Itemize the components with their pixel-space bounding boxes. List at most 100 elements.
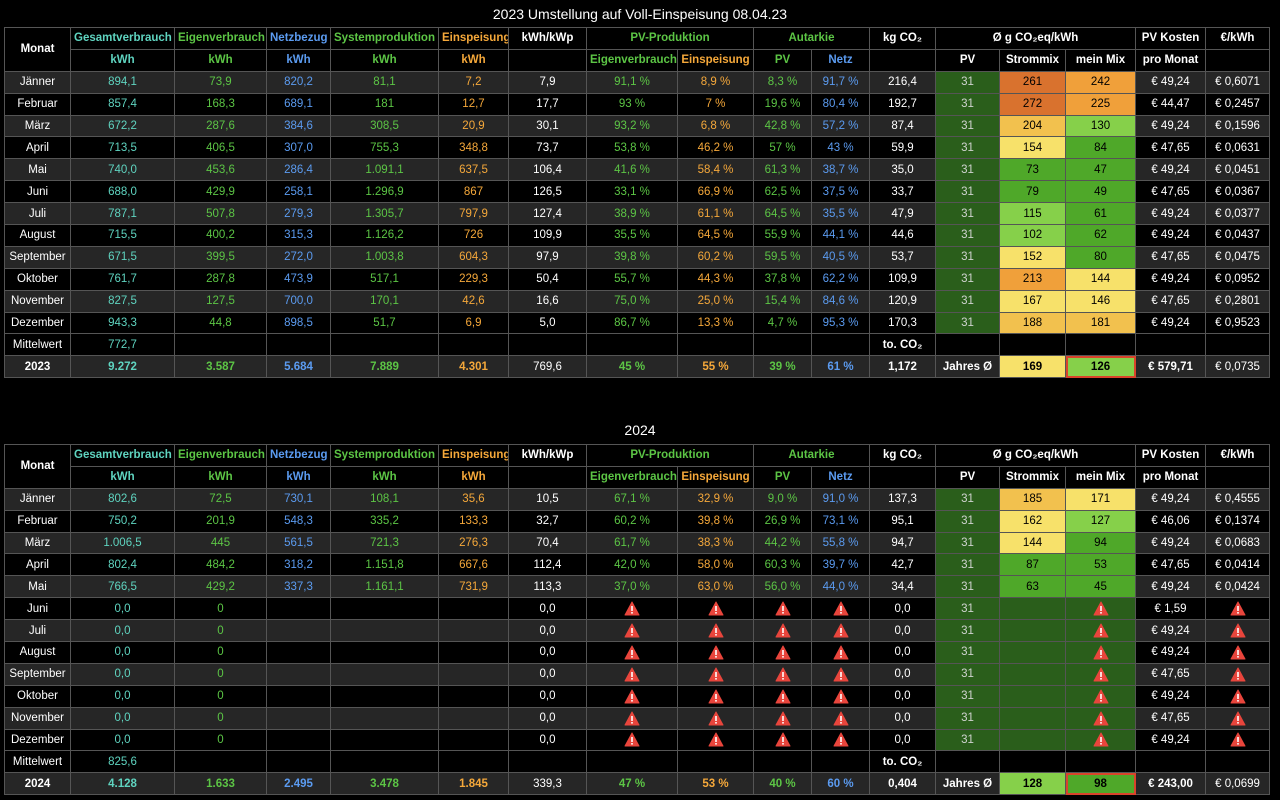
warning-icon	[833, 689, 849, 704]
column-subheader: kWh	[266, 465, 331, 489]
table-cell	[935, 750, 1001, 774]
table-cell: 1.003,8	[330, 245, 439, 269]
table-cell: € 44,47	[1135, 92, 1207, 116]
table-cell	[438, 684, 509, 708]
column-subheader: Einspeisung	[676, 465, 755, 489]
table-row: Februar 750,2 201,9 548,3 335,2 133,3 32,7 60,2…	[4, 509, 1280, 533]
table-cell: 857,4	[70, 92, 175, 116]
month-label: Juli	[4, 619, 71, 643]
table-cell: 31	[935, 180, 1001, 204]
table-cell	[266, 706, 331, 730]
table-cell	[508, 750, 587, 774]
table-cell: 44,6	[869, 224, 937, 247]
table-cell: 0,0	[70, 706, 175, 730]
table-cell: 95,3 %	[811, 311, 871, 335]
table-cell: 272,0	[266, 245, 331, 269]
table-cell: € 47,65	[1135, 289, 1207, 313]
table-cell: 80,4 %	[811, 92, 871, 116]
warning-cell	[811, 597, 871, 621]
table-cell	[586, 333, 678, 357]
column-subheader: kWh	[174, 48, 267, 72]
strommix-cell	[999, 619, 1067, 643]
table-cell	[330, 706, 439, 730]
table-cell: 713,5	[70, 136, 175, 160]
strommix-cell: 87	[999, 553, 1067, 577]
column-subheader	[1205, 48, 1271, 72]
table-cell: € 49,24	[1135, 224, 1207, 247]
table-cell	[1205, 333, 1271, 357]
table-cell: 56,0 %	[753, 575, 813, 599]
table-cell	[438, 597, 509, 621]
strommix-cell	[999, 728, 1067, 752]
table-cell: to. CO₂	[869, 750, 937, 774]
table-cell: 43 %	[811, 136, 871, 160]
table-cell: to. CO₂	[869, 333, 937, 357]
column-subheader: PV	[753, 465, 813, 489]
table-cell	[1135, 333, 1207, 357]
table-cell: 58,4 %	[676, 158, 755, 182]
column-subheader: kWh	[330, 48, 439, 72]
warning-cell	[1205, 684, 1271, 708]
table-cell: 31	[935, 267, 1001, 291]
year-label: 2024	[4, 772, 71, 796]
table-cell: 70,4	[508, 531, 587, 555]
total-row: 2023 9.272 3.587 5.684 7.889 4.301 769,6 45 % 55…	[4, 355, 1280, 379]
table-cell: 755,3	[330, 136, 439, 160]
warning-cell	[811, 706, 871, 730]
table-cell: 337,3	[266, 575, 331, 599]
mein-mix-cell: 181	[1065, 311, 1137, 335]
column-subheader: kWh	[330, 465, 439, 489]
table-cell: 672,2	[70, 114, 175, 138]
header-row: Monat Gesamtverbrauch Eigenverbrauch Netzbe…	[4, 27, 1280, 72]
column-header: Systemproduktion	[330, 27, 439, 50]
table-cell: 84,6 %	[811, 289, 871, 313]
table-cell	[330, 684, 439, 708]
warning-icon	[1093, 711, 1109, 726]
column-subheader: Eigenverbrauch	[586, 48, 678, 72]
table-cell: 766,5	[70, 575, 175, 599]
table-cell: € 0,1374	[1205, 509, 1271, 533]
table-cell: 216,4	[869, 70, 937, 94]
table-cell: 13,3 %	[676, 311, 755, 335]
strommix-cell	[999, 641, 1067, 664]
warning-cell	[586, 662, 678, 686]
table-cell: 41,6 %	[586, 158, 678, 182]
table-cell: 38,3 %	[676, 531, 755, 555]
column-subheader: pro Monat	[1135, 465, 1207, 489]
warning-cell	[811, 728, 871, 752]
month-label: September	[4, 662, 71, 686]
table-cell: € 0,0414	[1205, 553, 1271, 577]
mein-mix-cell: 146	[1065, 289, 1137, 313]
table-cell: 0,0	[869, 619, 937, 643]
table-cell: 548,3	[266, 509, 331, 533]
total-cell: 98	[1065, 772, 1137, 796]
table-cell: 59,9	[869, 136, 937, 160]
column-header: Netzbezug	[266, 27, 331, 50]
column-header: Ø g CO₂eq/kWh	[935, 27, 1137, 50]
table-cell: 7,9	[508, 70, 587, 94]
strommix-cell: 115	[999, 202, 1067, 226]
total-cell: 2.495	[266, 772, 331, 796]
table-cell: € 49,24	[1135, 202, 1207, 226]
table-row: März 1.006,5 445 561,5 721,3 276,3 70,4 61,7 % 3…	[4, 531, 1280, 555]
table-cell: € 0,0451	[1205, 158, 1271, 182]
table-cell: 0	[174, 662, 267, 686]
table-cell: 67,1 %	[586, 487, 678, 511]
column-header: Autarkie	[753, 444, 871, 467]
column-header: PV Kosten	[1135, 27, 1207, 50]
table-cell: 473,9	[266, 267, 331, 291]
table-cell: € 0,2801	[1205, 289, 1271, 313]
table-cell: 8,3 %	[753, 70, 813, 94]
header-row: Monat Gesamtverbrauch Eigenverbrauch Netzbe…	[4, 444, 1280, 489]
table-cell: 10,5	[508, 487, 587, 511]
table-cell: 802,6	[70, 487, 175, 511]
mein-mix-cell: 61	[1065, 202, 1137, 226]
mein-mix-cell: 130	[1065, 114, 1137, 138]
column-subheader: Netz	[811, 48, 871, 72]
total-cell: 769,6	[508, 355, 587, 379]
mein-mix-cell: 127	[1065, 509, 1137, 533]
table-cell: 31	[935, 706, 1001, 730]
month-label: April	[4, 136, 71, 160]
column-subheader: PV	[935, 48, 1001, 72]
table-cell: € 49,24	[1135, 575, 1207, 599]
